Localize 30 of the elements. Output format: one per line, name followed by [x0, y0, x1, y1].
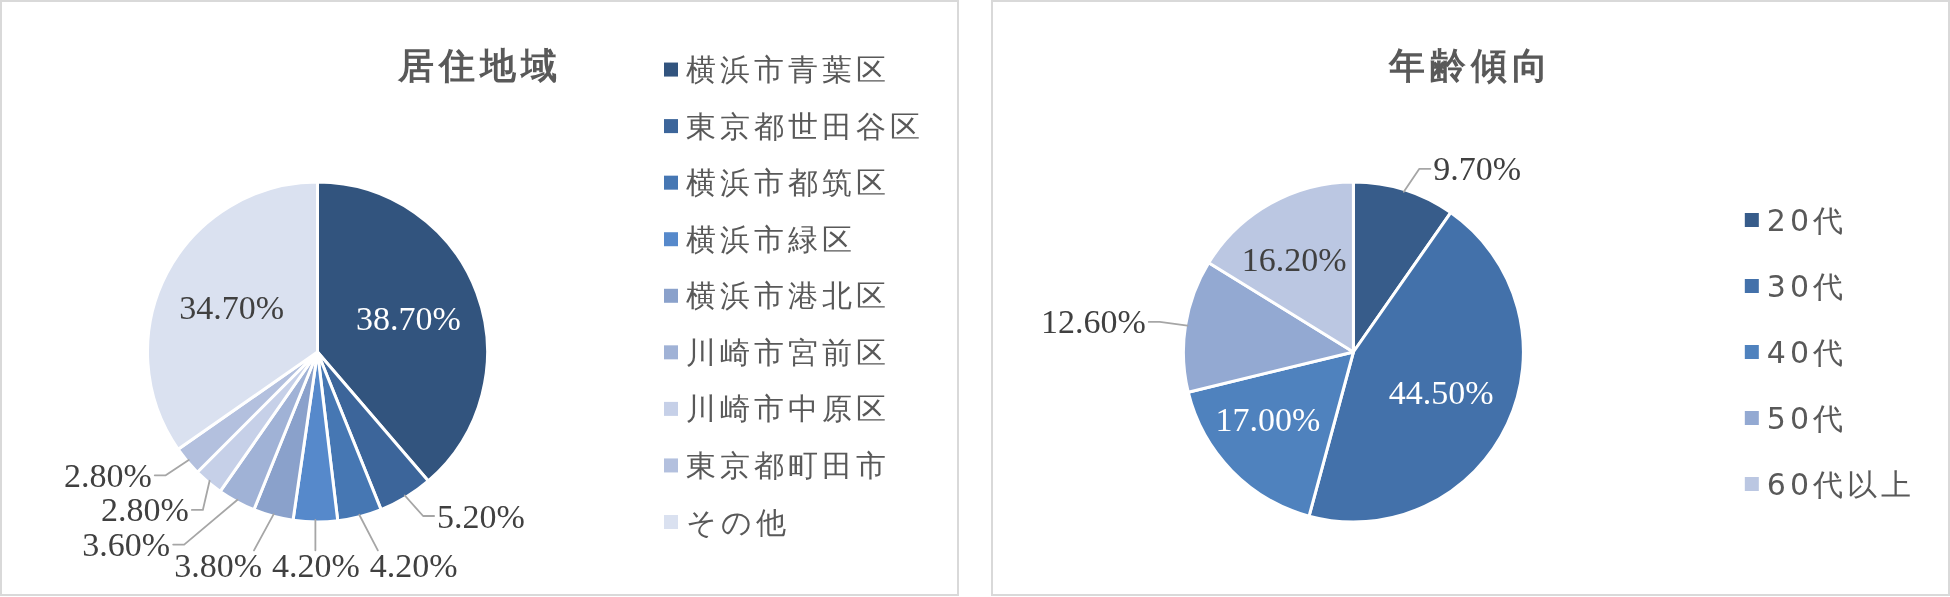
legend-label: 60代以上	[1766, 466, 1915, 502]
legend-label: 横浜市都筑区	[686, 165, 890, 201]
legend-label: 東京都町田市	[686, 447, 890, 483]
legend-label: 30代	[1766, 268, 1847, 304]
legend-label: 50代	[1766, 400, 1847, 436]
data-label: 3.60%	[82, 526, 171, 564]
data-label: 34.70%	[179, 288, 284, 326]
data-label: 4.20%	[369, 547, 458, 585]
data-label: 2.80%	[101, 491, 189, 529]
legend-label: 川崎市中原区	[686, 391, 890, 427]
data-label: 12.60%	[1040, 303, 1146, 341]
data-label: 16.20%	[1241, 241, 1347, 279]
legend-label: 20代	[1766, 202, 1847, 238]
legend-label: 横浜市緑区	[686, 221, 856, 257]
data-label: 44.50%	[1388, 374, 1494, 412]
data-label: 9.70%	[1433, 150, 1522, 188]
data-label: 17.00%	[1215, 401, 1321, 439]
legend-label: 40代	[1766, 334, 1847, 370]
data-label: 5.20%	[437, 497, 525, 535]
legend-label: その他	[686, 504, 790, 540]
title: 居住地域	[397, 44, 562, 86]
data-label: 3.80%	[174, 547, 262, 585]
legend-label: 横浜市青葉区	[686, 52, 890, 88]
data-label: 38.70%	[355, 299, 461, 337]
legend-label: 横浜市港北区	[686, 278, 890, 314]
legend-label: 東京都世田谷区	[686, 108, 924, 144]
legend-label: 川崎市宮前区	[686, 334, 890, 370]
data-label: 2.80%	[63, 456, 152, 494]
title: 年齢傾向	[1388, 44, 1553, 86]
data-label: 4.20%	[272, 547, 360, 585]
